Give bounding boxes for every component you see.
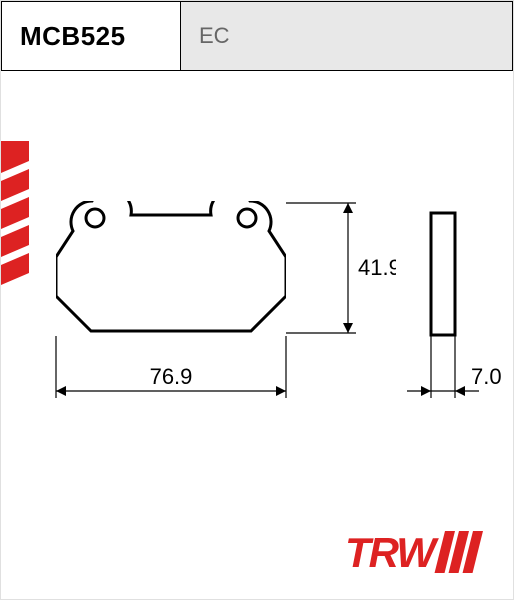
brand-logo-text: TRW xyxy=(345,529,439,576)
variant-text: EC xyxy=(199,23,230,49)
brand-logo-stripes xyxy=(435,531,483,573)
brand-logo: TRW xyxy=(345,527,495,587)
dimension-height: 41.9 xyxy=(286,199,396,339)
variant-cell: EC xyxy=(181,1,513,71)
dimension-width: 76.9 xyxy=(54,336,288,411)
dimension-thickness: 7.0 xyxy=(399,336,509,411)
diagram-area: 76.9 41.9 7.0 TRW xyxy=(1,71,513,599)
width-value: 76.9 xyxy=(150,364,193,389)
thickness-value: 7.0 xyxy=(471,364,502,389)
header-bar: MCB525 EC xyxy=(1,1,513,71)
brake-pad-front-view xyxy=(56,201,286,336)
height-value: 41.9 xyxy=(358,255,396,280)
brake-pad-spec-sheet: MCB525 EC xyxy=(0,0,514,600)
part-number-text: MCB525 xyxy=(20,21,126,52)
brand-stripe-decoration xyxy=(1,141,29,321)
part-number-cell: MCB525 xyxy=(1,1,181,71)
brake-pad-side-view xyxy=(429,211,457,337)
